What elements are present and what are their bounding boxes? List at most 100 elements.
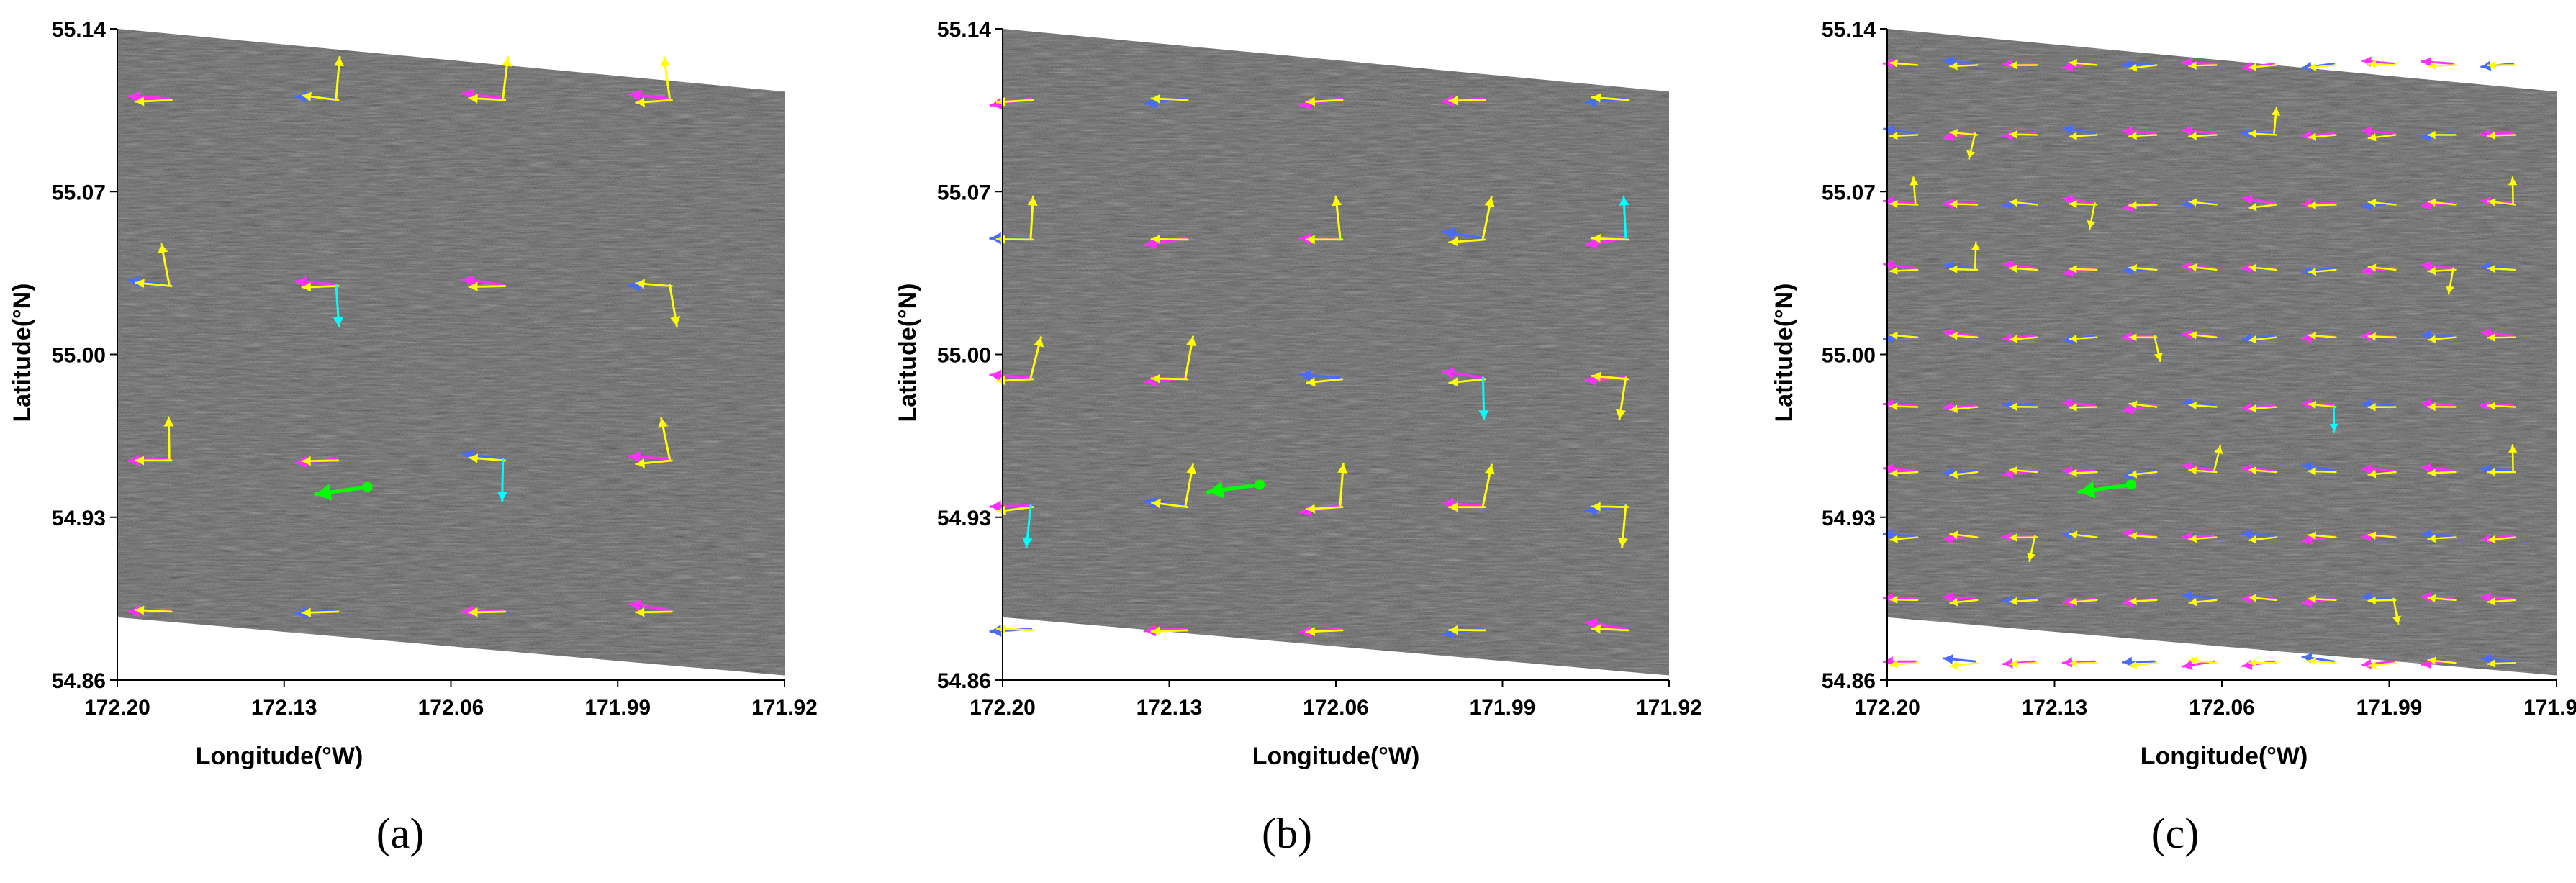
wind-arrow-cross-head — [2329, 423, 2338, 432]
y-tick-label: 54.93 — [52, 507, 106, 530]
plot-area-c: 55.14 55.07 55.00 54.93 54.86 172.20 172.13 172… — [1822, 18, 2576, 720]
wind-vector — [2181, 330, 2218, 340]
y-tick-label: 55.00 — [937, 344, 991, 368]
wind-vector — [1144, 624, 1189, 637]
wind-vector — [1299, 96, 1344, 110]
wind-vector — [2361, 464, 2397, 479]
wind-arrow-alt-head — [2249, 658, 2256, 667]
panel-label-b: (b) — [1262, 810, 1312, 857]
wind-arrow-alt-head — [135, 96, 145, 107]
y-tick-label: 55.07 — [52, 181, 106, 204]
wind-arrow-alt-head — [2428, 594, 2436, 603]
wind-arrow-main-head — [2063, 194, 2074, 205]
wind-arrow-main-head — [1884, 260, 1894, 271]
wind-arrow-alt-head — [2428, 335, 2436, 344]
wind-vector — [2421, 529, 2457, 543]
wind-vector — [2241, 107, 2280, 139]
wind-vector — [2301, 594, 2337, 607]
wind-vector — [2182, 261, 2218, 272]
wind-arrow-alt-head — [1591, 502, 1601, 512]
x-tick-label: 171.92 — [1636, 696, 1702, 720]
wind-arrow-alt-head — [302, 91, 312, 101]
wind-arrow-alt-head — [2308, 400, 2317, 409]
wind-arrow-alt-head — [2428, 61, 2436, 71]
wind-arrow-alt-head — [2487, 468, 2495, 476]
x-tick-label: 172.20 — [970, 696, 1036, 720]
wind-arrow-main-head — [2242, 263, 2252, 273]
wind-arrow-alt-head — [2069, 265, 2077, 273]
wind-arrow-main-head — [1943, 592, 1953, 603]
wind-vector — [2002, 260, 2038, 273]
wind-arrow-alt-head — [2487, 333, 2495, 342]
wind-arrow-main-head — [462, 605, 474, 617]
wind-arrow-main-head — [2242, 593, 2252, 604]
wind-arrow-alt-head — [1152, 499, 1161, 509]
wind-vector — [2062, 265, 2098, 278]
wind-arrow-main-head — [2063, 398, 2073, 409]
wind-arrow-main-head — [1884, 124, 1894, 135]
wind-vector — [294, 55, 345, 104]
wind-arrow-alt-head — [2189, 263, 2197, 272]
wind-arrow-alt-head — [2249, 263, 2257, 272]
wind-vector — [1144, 234, 1189, 250]
wind-arrow-main-head — [1145, 624, 1157, 637]
wind-arrow-alt-head — [2249, 63, 2257, 71]
wind-arrow-alt-head — [1950, 404, 1958, 414]
wind-vector — [2062, 194, 2098, 230]
wind-arrow-main-head — [463, 274, 474, 287]
wind-arrow-main-head — [2063, 334, 2074, 345]
wind-arrow-cross-head — [1034, 337, 1044, 348]
wind-vector — [628, 55, 673, 107]
plot-area-b: 55.14 55.07 55.00 54.93 54.86 172.20 172.13 172… — [937, 18, 1702, 720]
x-tick-label: 172.13 — [251, 696, 317, 720]
wind-vector — [294, 607, 340, 619]
wind-vector — [294, 276, 344, 327]
wind-arrow-alt-head — [302, 456, 311, 466]
wind-vector — [2301, 130, 2337, 141]
wind-arrow-alt-head — [2249, 130, 2256, 138]
wind-vector — [2121, 332, 2163, 363]
wind-vector — [127, 91, 173, 107]
wind-arrow-main-head — [2242, 659, 2253, 670]
wind-vector — [1584, 617, 1630, 634]
wind-vector — [461, 274, 507, 292]
wind-arrow-alt-head — [636, 607, 645, 617]
wind-arrow-alt-head — [2189, 597, 2197, 607]
x-tick-label: 172.06 — [1303, 696, 1369, 720]
wind-arrow-alt-head — [1890, 468, 1898, 478]
wind-arrow-alt-head — [469, 94, 478, 104]
wind-vector — [2121, 263, 2158, 276]
wind-arrow-alt-head — [1950, 530, 1958, 539]
wind-arrow-alt-head — [2010, 198, 2018, 207]
wind-vector — [2122, 469, 2158, 480]
wind-arrow-main-head — [2421, 592, 2431, 602]
wind-arrow-alt-head — [2129, 132, 2137, 140]
y-tick-label: 54.86 — [1822, 669, 1876, 693]
x-tick-label: 172.20 — [1854, 696, 1920, 720]
wind-arrow-alt-head — [2428, 402, 2436, 412]
wind-arrow-alt-head — [2249, 404, 2257, 413]
wind-arrow-alt-head — [1950, 470, 1958, 479]
wind-arrow-cross-head — [1971, 242, 1981, 250]
wind-arrow-main-head — [990, 625, 1002, 637]
wind-arrow-main-head — [2123, 469, 2133, 480]
wind-arrow-alt-head — [2010, 466, 2017, 475]
wind-vector — [1298, 195, 1344, 245]
wind-arrow-alt-head — [1591, 624, 1601, 634]
wind-arrow-alt-head — [1890, 331, 1898, 340]
wind-arrow-alt-head — [2308, 63, 2317, 71]
wind-vector — [2241, 658, 2277, 670]
wind-arrow-main-head — [2362, 531, 2372, 542]
wind-vector — [1942, 56, 1979, 71]
x-tick-label: 171.99 — [584, 696, 651, 720]
wind-arrow-alt-head — [2487, 60, 2495, 70]
wind-arrow-main-head — [2362, 464, 2372, 475]
wind-vector — [2182, 398, 2218, 410]
wind-arrow-main-head — [2123, 59, 2133, 71]
wind-arrow-alt-head — [1306, 377, 1316, 387]
wind-vector — [2241, 61, 2277, 73]
wind-vector — [2480, 176, 2518, 207]
wind-arrow-main-head — [2003, 658, 2013, 669]
wind-vector — [2421, 463, 2457, 477]
wind-arrow-main-head — [990, 500, 1001, 512]
